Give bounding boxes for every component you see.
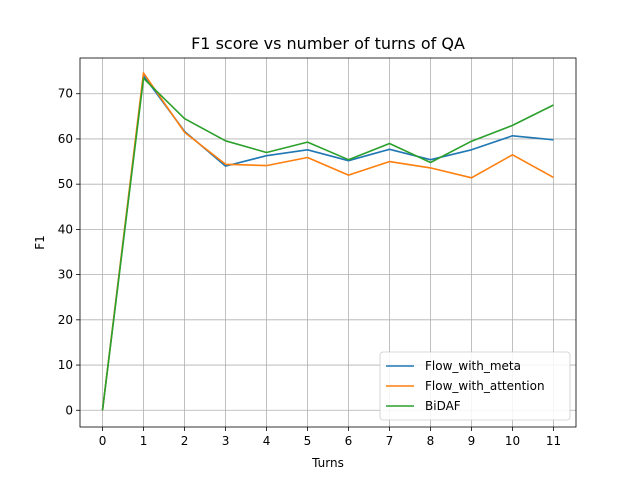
x-tick-label: 0 <box>99 434 107 448</box>
series-line-2 <box>101 77 554 411</box>
y-tick-label: 60 <box>58 132 73 146</box>
y-tick-label: 20 <box>58 313 73 327</box>
y-tick-label: 40 <box>58 222 73 236</box>
axis-ticks: 0 1 2 3 4 5 6 7 8 9 10 11 0 10 20 30 40 50 60 70 <box>58 87 561 448</box>
y-tick-label: 10 <box>58 358 73 372</box>
y-tick-label: 70 <box>58 87 73 101</box>
x-tick-label: 8 <box>427 434 435 448</box>
legend: Flow_with_meta Flow_with_attention BiDAF <box>379 351 571 421</box>
x-axis-label: Turns <box>311 456 344 470</box>
x-tick-label: 7 <box>386 434 394 448</box>
series-lines <box>101 72 554 411</box>
x-tick-label: 10 <box>505 434 520 448</box>
x-tick-label: 11 <box>546 434 561 448</box>
y-tick-label: 30 <box>58 268 73 282</box>
x-tick-label: 2 <box>181 434 189 448</box>
x-tick-label: 5 <box>304 434 312 448</box>
y-tick-label: 0 <box>65 403 73 417</box>
legend-label: BiDAF <box>425 399 461 413</box>
x-tick-label: 6 <box>345 434 353 448</box>
x-tick-label: 1 <box>140 434 148 448</box>
plot-frame <box>79 57 577 428</box>
y-axis-label: F1 <box>33 235 47 250</box>
legend-label: Flow_with_meta <box>425 359 521 373</box>
x-tick-label: 3 <box>222 434 230 448</box>
legend-box <box>379 351 571 421</box>
x-tick-label: 9 <box>468 434 476 448</box>
x-tick-label: 4 <box>263 434 271 448</box>
legend-label: Flow_with_attention <box>425 379 545 393</box>
chart-title: F1 score vs number of turns of QA <box>191 34 465 53</box>
series-line-1 <box>101 72 554 411</box>
y-tick-label: 50 <box>58 177 73 191</box>
